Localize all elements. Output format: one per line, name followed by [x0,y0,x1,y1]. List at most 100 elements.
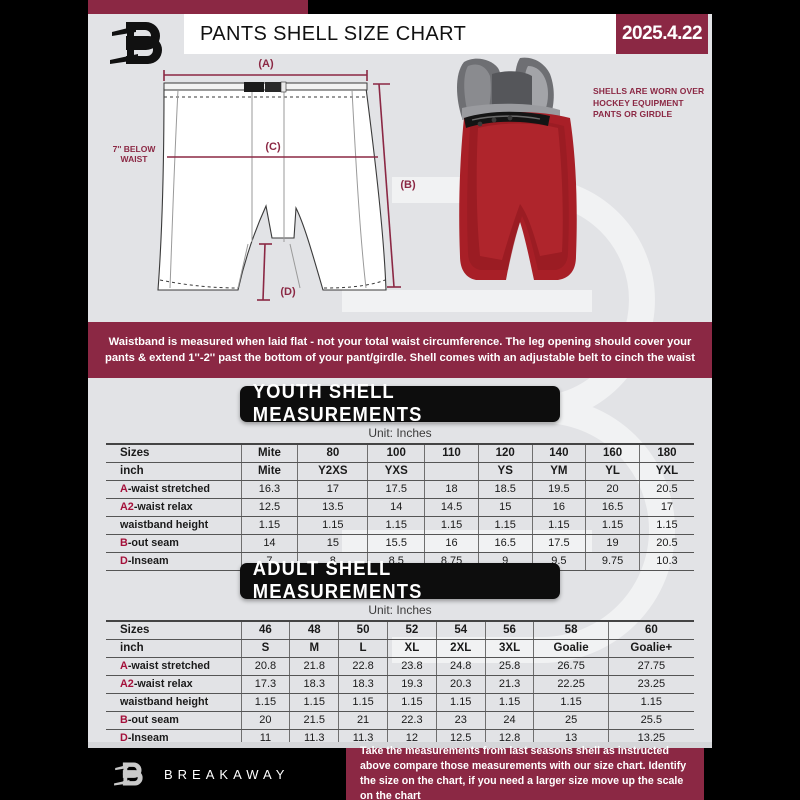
table-cell: 14 [367,498,426,517]
table-cell: 9.75 [585,552,640,571]
table-cell [424,462,479,481]
table-cell: 1.15 [367,516,426,535]
title-bar: PANTS SHELL SIZE CHART [184,14,616,54]
table-cell: 80 [297,443,369,463]
table-cell: 19 [585,534,640,553]
table-cell: 21.3 [484,675,535,694]
table-cell: 27.75 [607,657,694,676]
row-label: B-out seam [106,711,242,730]
table-row: inch S M L XL 2XL 3XL Goalie Goalie+ [106,639,694,658]
table-cell: 17 [638,498,694,517]
table-row: Sizes 46 48 50 52 54 56 58 60 [106,620,694,640]
date-badge: 2025.4.22 [616,14,708,54]
row-label: D-Inseam [106,552,242,571]
adult-measurements-table: Sizes 46 48 50 52 54 56 58 60 inch S M L XL 2XL 3XL Goal… [106,620,694,748]
table-row: A2-waist relax 17.3 18.3 18.3 19.3 20.3 21.3 22… [106,675,694,694]
table-cell: 1.15 [638,516,694,535]
table-cell: 17.3 [240,675,291,694]
row-label-prefix: A2 [120,678,134,690]
label-b: (B) [400,179,416,191]
page-header: PANTS SHELL SIZE CHART 2025.4.22 [88,14,712,64]
youth-section-title: YOUTH SHELL MEASUREMENTS [252,381,423,426]
youth-measurements-table: Sizes Mite 80 100 110 120 140 160 180 inch Mite Y2X… [106,443,694,571]
table-cell: 46 [240,620,291,640]
table-cell: 25.5 [607,711,694,730]
table-row: B-out seam 14 15 15.5 16 16.5 17.5 19 20.5 [106,534,694,553]
table-cell: 19.5 [531,480,587,499]
table-row: A-waist stretched 20.8 21.8 22.8 23.8 24.8 25.… [106,657,694,676]
table-cell: 1.15 [289,693,340,712]
adult-table-body: Sizes 46 48 50 52 54 56 58 60 inch S M L XL 2XL 3XL Goal… [106,620,694,748]
row-label: A-waist stretched [106,480,242,499]
top-strip-black [308,0,712,14]
table-cell: 20.5 [638,534,694,553]
row-label-prefix: B [120,714,128,726]
table-cell: 21.5 [289,711,340,730]
table-cell: 23 [435,711,486,730]
row-label: Sizes [106,620,242,640]
table-cell: 180 [638,443,694,463]
table-cell: 1.15 [240,516,299,535]
table-cell: 16 [531,498,587,517]
footer-instructions: Take the measurements from last seasons … [346,745,704,800]
size-chart-page: PANTS SHELL SIZE CHART 2025.4.22 [88,0,712,800]
youth-unit-label: Unit: Inches [368,426,432,440]
shell-technical-drawing: (A) (B) (C) (D) 7'' BELOW WAIST [113,58,416,301]
instruction-band: Waistband is measured when laid flat - n… [88,322,712,378]
photo-note: SHELLS ARE WORN OVER HOCKEY EQUIPMENT PA… [593,86,705,119]
table-row: waistband height 1.15 1.15 1.15 1.15 1.15 1.15… [106,516,694,535]
table-cell: 24 [484,711,535,730]
row-label: inch [106,639,242,658]
row-label-prefix: A2 [120,501,134,513]
table-cell: 20.5 [638,480,694,499]
table-cell: 1.15 [435,693,486,712]
table-row: Sizes Mite 80 100 110 120 140 160 180 [106,443,694,463]
row-label: A-waist stretched [106,657,242,676]
table-cell: YXS [367,462,426,481]
table-cell: 10.3 [638,552,694,571]
table-cell: 12.5 [240,498,299,517]
table-cell: 20.3 [435,675,486,694]
table-cell: 160 [585,443,640,463]
table-cell: 20 [585,480,640,499]
row-label-prefix: D [120,555,128,567]
table-cell: 22.3 [386,711,437,730]
table-cell: 1.15 [607,693,694,712]
table-cell: 22.25 [533,675,609,694]
table-cell: 21.8 [289,657,340,676]
footer-right-edge [704,748,712,800]
table-cell: 16.3 [240,480,299,499]
youth-section-header: YOUTH SHELL MEASUREMENTS [240,381,560,426]
table-cell: 100 [367,443,426,463]
table-cell: 120 [477,443,533,463]
table-cell: 110 [424,443,479,463]
table-row: A2-waist relax 12.5 13.5 14 14.5 15 16 16.5 17 [106,498,694,517]
table-cell: 26.75 [533,657,609,676]
table-cell: 1.15 [424,516,479,535]
table-cell: XL [386,639,437,658]
table-cell: 3XL [484,639,535,658]
table-row: A-waist stretched 16.3 17 17.5 18 18.5 19.5 20 2… [106,480,694,499]
table-cell: 48 [289,620,340,640]
table-cell: 54 [435,620,486,640]
breakaway-b-logo-icon [110,22,162,64]
table-cell: 1.15 [533,693,609,712]
table-cell: 17 [297,480,369,499]
table-cell: 58 [533,620,609,640]
table-cell: 1.15 [484,693,535,712]
adult-section-title: ADULT SHELL MEASUREMENTS [252,558,423,603]
table-cell: 18 [424,480,479,499]
table-cell: 25.8 [484,657,535,676]
table-cell: 60 [607,620,694,640]
table-cell: 25 [533,711,609,730]
table-cell: 16.5 [477,534,533,553]
table-cell: 1.15 [477,516,533,535]
footer-brand-block: BREAKAWAY [88,748,346,800]
table-cell: 17.5 [531,534,587,553]
table-cell: 18.5 [477,480,533,499]
table-cell: 1.15 [297,516,369,535]
table-cell: 20 [240,711,291,730]
table-cell: 1.15 [240,693,291,712]
table-cell: 15.5 [367,534,426,553]
table-cell: Mite [240,462,299,481]
